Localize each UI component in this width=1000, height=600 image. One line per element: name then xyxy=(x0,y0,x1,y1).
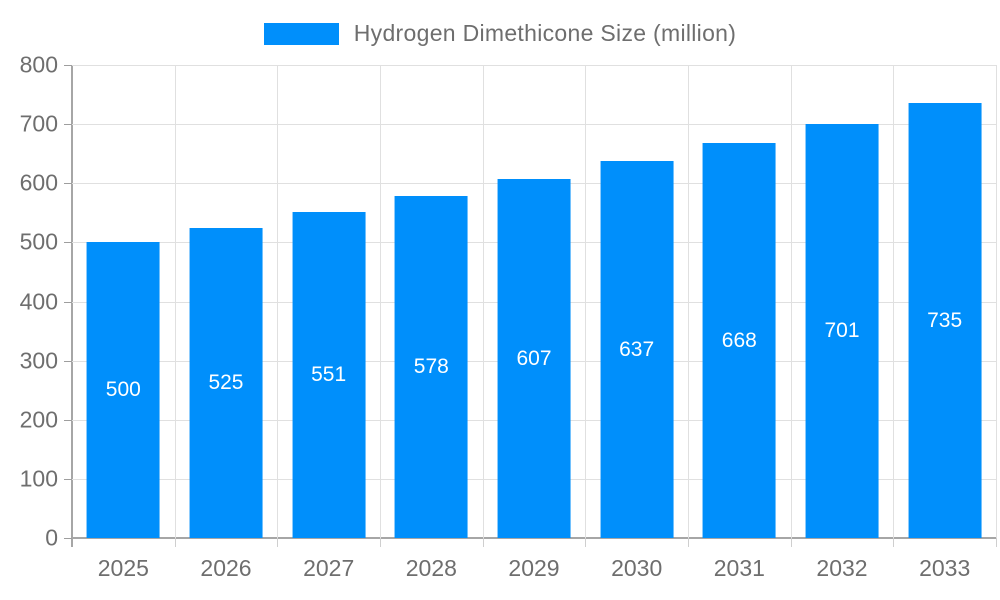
y-axis-tick xyxy=(64,360,72,362)
y-axis-tick-label: 0 xyxy=(45,524,58,551)
y-axis-tick xyxy=(64,242,72,244)
x-axis-tick-label: 2031 xyxy=(713,555,765,581)
legend-swatch-icon xyxy=(263,22,339,45)
y-axis-tick xyxy=(64,419,72,421)
x-axis-tick xyxy=(277,538,279,547)
x-gridline xyxy=(277,65,279,538)
bar[interactable]: 668 xyxy=(702,143,776,538)
bar[interactable]: 551 xyxy=(292,212,366,538)
y-axis-tick xyxy=(64,478,72,480)
y-axis-tick-label: 500 xyxy=(19,228,58,255)
bar[interactable]: 607 xyxy=(497,179,571,538)
x-axis-tick xyxy=(687,538,689,547)
bar-value-label: 668 xyxy=(721,328,757,352)
x-axis-line xyxy=(71,537,997,539)
y-axis-tick-label: 200 xyxy=(19,406,58,433)
x-gridline xyxy=(687,65,689,538)
x-gridline xyxy=(585,65,587,538)
y-axis-tick xyxy=(64,124,72,126)
x-axis-tick-label: 2033 xyxy=(919,555,971,581)
bar[interactable]: 525 xyxy=(189,227,263,538)
y-axis-tick xyxy=(64,301,72,303)
y-axis-tick xyxy=(64,65,72,66)
y-axis-line xyxy=(71,65,73,547)
x-axis-tick-label: 2026 xyxy=(200,555,252,581)
bar-value-label: 551 xyxy=(311,363,347,387)
y-gridline xyxy=(72,65,996,66)
y-axis-tick xyxy=(64,183,72,185)
x-axis-tick-label: 2029 xyxy=(508,555,560,581)
bar-value-label: 735 xyxy=(927,308,963,332)
x-axis-tick xyxy=(174,538,176,547)
x-gridline xyxy=(893,65,895,538)
y-axis-tick-label: 700 xyxy=(19,110,58,137)
x-axis-tick xyxy=(790,538,792,547)
y-axis-tick-label: 300 xyxy=(19,347,58,374)
x-axis-tick-label: 2032 xyxy=(816,555,868,581)
plot-area: 0 100 200 300 400 500 600 700 800 500 2025 525 2026 5… xyxy=(20,52,997,581)
bar-value-label: 525 xyxy=(208,370,244,394)
x-gridline xyxy=(482,65,484,538)
bar[interactable]: 637 xyxy=(600,161,674,538)
bar-value-label: 500 xyxy=(105,378,141,402)
x-axis-tick xyxy=(482,538,484,547)
bar-value-label: 701 xyxy=(824,318,860,342)
y-gridline xyxy=(72,124,996,126)
y-axis-tick-label: 800 xyxy=(19,51,58,78)
legend-label: Hydrogen Dimethicone Size (million) xyxy=(353,20,737,46)
x-gridline xyxy=(996,65,997,538)
y-axis-tick-label: 100 xyxy=(19,465,58,492)
x-gridline xyxy=(174,65,176,538)
chart-legend: Hydrogen Dimethicone Size (million) xyxy=(0,20,1000,47)
x-axis-tick-label: 2030 xyxy=(611,555,663,581)
x-axis-tick xyxy=(893,538,895,547)
y-axis-tick-label: 600 xyxy=(19,169,58,196)
bar-value-label: 578 xyxy=(413,355,449,379)
x-axis-tick xyxy=(379,538,381,547)
x-gridline xyxy=(379,65,381,538)
bar-value-label: 607 xyxy=(516,346,552,370)
y-axis-tick xyxy=(64,538,72,539)
bar[interactable]: 500 xyxy=(86,242,160,538)
x-axis-tick xyxy=(996,538,997,547)
x-axis-tick-label: 2028 xyxy=(405,555,457,581)
bar[interactable]: 735 xyxy=(908,103,982,538)
y-axis-tick-label: 400 xyxy=(19,288,58,314)
bar[interactable]: 578 xyxy=(394,196,468,538)
x-gridline xyxy=(790,65,792,538)
x-axis-tick xyxy=(585,538,587,547)
x-axis-tick-label: 2025 xyxy=(97,555,149,581)
x-axis-tick-label: 2027 xyxy=(303,555,355,581)
bar[interactable]: 701 xyxy=(805,123,879,538)
legend-item[interactable]: Hydrogen Dimethicone Size (million) xyxy=(263,20,737,47)
bar-value-label: 637 xyxy=(619,337,655,361)
